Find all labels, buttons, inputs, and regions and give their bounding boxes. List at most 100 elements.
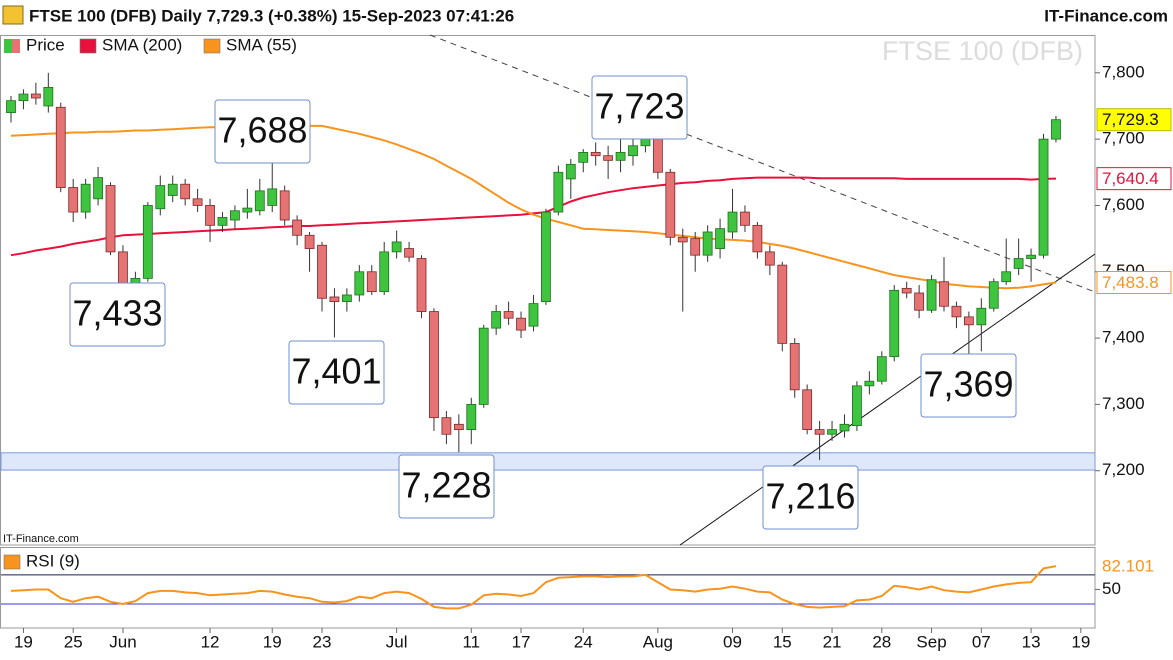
annotation-label: 7,723 xyxy=(594,86,684,127)
annotation-box xyxy=(288,340,385,405)
candle-body xyxy=(665,171,676,238)
candle-body xyxy=(976,307,987,326)
last-value-label: 7,729.3 xyxy=(1102,110,1159,129)
candle-body xyxy=(565,163,576,180)
candle-body xyxy=(578,151,589,163)
candle-body xyxy=(528,303,539,327)
candle-body xyxy=(939,281,949,307)
x-tick-label: Sep xyxy=(916,632,946,651)
candle-body xyxy=(230,210,240,221)
candle-body xyxy=(155,185,166,210)
x-tick-label: 19 xyxy=(14,632,33,651)
candle-body xyxy=(43,86,54,107)
candle-body xyxy=(304,234,315,249)
annotation-label: 7,369 xyxy=(923,364,1013,405)
legend-label: SMA (200) xyxy=(102,35,182,54)
candle-body xyxy=(68,187,79,213)
x-tick-label: 17 xyxy=(512,632,531,651)
source: IT-Finance.com xyxy=(1044,6,1168,25)
main-panel-frame xyxy=(0,35,1096,546)
annotation-label: 7,433 xyxy=(72,293,162,334)
candle-body xyxy=(628,145,638,157)
chart-title: FTSE 100 (DFB) Daily 7,729.3 (+0.38%) 15… xyxy=(29,6,514,25)
x-tick-label: 12 xyxy=(201,632,220,651)
candle-body xyxy=(217,216,228,226)
annotation-box xyxy=(214,99,311,164)
legend-swatch xyxy=(203,38,221,54)
last-value-box xyxy=(1096,167,1172,191)
annotation-box xyxy=(591,75,688,140)
candle-body xyxy=(429,311,439,419)
support-zone xyxy=(0,452,1096,471)
candle-body xyxy=(677,236,688,243)
candle-body xyxy=(466,404,477,431)
x-tick-label: 07 xyxy=(972,632,991,651)
candle-body xyxy=(690,238,701,256)
candle-body xyxy=(988,281,999,309)
candle-body xyxy=(516,317,526,331)
annotation-label: 7,216 xyxy=(765,476,855,517)
trend-line-dashed xyxy=(429,34,1096,293)
watermark: FTSE 100 (DFB) xyxy=(882,36,1083,66)
y-tick-label: 7,200 xyxy=(1102,460,1145,479)
candle-body xyxy=(105,185,116,253)
annotation-label: 7,228 xyxy=(401,465,491,506)
legend-label: RSI (9) xyxy=(26,551,80,570)
sma-line xyxy=(10,176,1057,257)
candle-body xyxy=(30,93,41,99)
y-tick-label: 7,800 xyxy=(1102,62,1145,81)
last-value-label: 82.101 xyxy=(1102,557,1154,576)
candle-body xyxy=(901,287,912,294)
last-value-box xyxy=(1096,271,1172,295)
candle-body xyxy=(852,385,862,427)
candle-body xyxy=(18,93,29,102)
candle-body xyxy=(292,219,303,236)
last-value-box xyxy=(1096,554,1172,578)
candle-body xyxy=(1013,258,1024,269)
annotation-box xyxy=(920,353,1017,418)
candle-body xyxy=(478,327,489,405)
candle-body xyxy=(827,429,837,435)
candle-body xyxy=(503,311,514,319)
candle-body xyxy=(329,296,340,303)
candle-body xyxy=(727,211,738,233)
x-tick-label: 13 xyxy=(1022,632,1041,651)
annotation-label: 7,401 xyxy=(291,351,381,392)
candle-body xyxy=(914,292,925,311)
candle-body xyxy=(926,279,937,311)
candle-body xyxy=(279,190,290,221)
candle-body xyxy=(740,211,750,226)
candle-body xyxy=(453,423,464,431)
candle-body xyxy=(391,241,402,253)
candle-body xyxy=(541,211,551,303)
candle-body xyxy=(715,228,725,249)
candle-body xyxy=(553,171,564,213)
x-tick-label: 21 xyxy=(823,632,842,651)
rsi-line xyxy=(10,565,1057,610)
x-tick-label: Jun xyxy=(109,632,136,651)
candle-body xyxy=(951,305,962,318)
candle-body xyxy=(1001,271,1012,283)
candle-body xyxy=(80,183,91,213)
last-value-label: 7,483.8 xyxy=(1102,273,1159,292)
candle-body xyxy=(876,356,887,382)
rsi-panel-frame xyxy=(0,547,1096,629)
y-tick-label: 7,700 xyxy=(1102,129,1145,148)
y-tick-label: 7,400 xyxy=(1102,328,1145,347)
candle-body xyxy=(379,251,390,293)
x-tick-label: Aug xyxy=(643,632,673,651)
x-tick-label: 24 xyxy=(574,632,593,651)
candle-body xyxy=(167,183,178,196)
candle-body xyxy=(702,231,713,256)
candle-body xyxy=(366,271,377,293)
annotation-box xyxy=(398,454,495,519)
legend-label: Price xyxy=(26,35,65,54)
candle-body xyxy=(441,417,452,435)
candle-body xyxy=(603,155,614,161)
last-value-label: 7,640.4 xyxy=(1102,169,1159,188)
candle-body xyxy=(802,389,813,431)
candle-body xyxy=(317,244,327,299)
candle-body xyxy=(254,190,265,212)
candle-body xyxy=(590,151,601,157)
